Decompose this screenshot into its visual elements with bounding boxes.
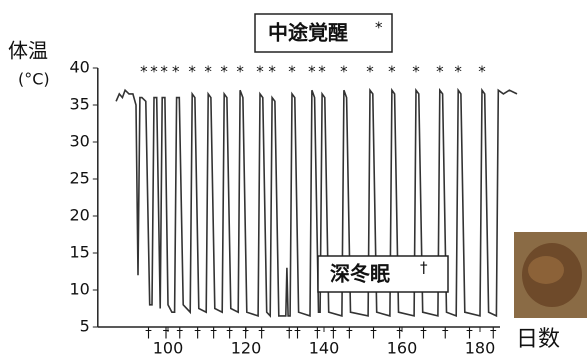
torpor-label-mark: † bbox=[420, 259, 428, 277]
y-tick-label: 30 bbox=[69, 132, 89, 151]
torpor-mark: † bbox=[194, 327, 201, 342]
y-tick-label: 5 bbox=[80, 317, 90, 336]
torpor-mark: † bbox=[145, 327, 152, 342]
arousal-mark: * bbox=[150, 63, 158, 81]
photo bbox=[514, 232, 587, 318]
arousal-mark: * bbox=[140, 63, 148, 81]
arousal-mark: * bbox=[288, 63, 296, 81]
arousal-mark: * bbox=[454, 63, 462, 81]
y-unit: (°C) bbox=[18, 70, 50, 89]
y-tick-label: 35 bbox=[69, 95, 89, 114]
y-tick-label: 25 bbox=[69, 169, 89, 188]
torpor-mark: † bbox=[466, 327, 473, 342]
y-tick-label: 40 bbox=[69, 58, 89, 77]
torpor-mark: † bbox=[442, 327, 449, 342]
y-label: 体温 bbox=[8, 39, 48, 63]
x-label: 日数 bbox=[516, 327, 560, 352]
torpor-mark: † bbox=[242, 327, 249, 342]
arousal-mark: * bbox=[188, 63, 196, 81]
torpor-mark: † bbox=[210, 327, 217, 342]
torpor-mark: † bbox=[176, 327, 183, 342]
y-tick-label: 10 bbox=[69, 280, 89, 299]
torpor-mark: † bbox=[346, 327, 353, 342]
y-tick-label: 20 bbox=[69, 206, 89, 225]
arousal-mark: * bbox=[236, 63, 244, 81]
arousal-mark: * bbox=[388, 63, 396, 81]
arousal-mark: * bbox=[220, 63, 228, 81]
torpor-mark: † bbox=[396, 327, 403, 342]
torpor-mark: † bbox=[490, 327, 497, 342]
title-mark: * bbox=[375, 19, 383, 37]
arousal-mark: * bbox=[318, 63, 326, 81]
arousal-mark: * bbox=[436, 63, 444, 81]
chart-title: 中途覚醒 bbox=[268, 21, 348, 45]
torpor-mark: † bbox=[226, 327, 233, 342]
torpor-label: 深冬眠 bbox=[330, 262, 390, 286]
arousal-mark: * bbox=[268, 63, 276, 81]
torpor-mark: † bbox=[330, 327, 337, 342]
arousal-mark: * bbox=[256, 63, 264, 81]
torpor-mark: † bbox=[163, 327, 170, 342]
torpor-mark: † bbox=[420, 327, 427, 342]
arousal-mark: * bbox=[340, 63, 348, 81]
arousal-mark: * bbox=[172, 63, 180, 81]
torpor-mark: † bbox=[294, 327, 301, 342]
arousal-mark: * bbox=[308, 63, 316, 81]
y-tick-label: 15 bbox=[69, 243, 89, 262]
chart: 中途覚醒 * 体温 (°C) 日数 5101520253035401001201… bbox=[0, 0, 587, 360]
arousal-mark: * bbox=[478, 63, 486, 81]
arousal-mark: * bbox=[160, 63, 168, 81]
arousal-mark: * bbox=[412, 63, 420, 81]
torpor-mark: † bbox=[370, 327, 377, 342]
arousal-mark: * bbox=[366, 63, 374, 81]
torpor-mark: † bbox=[286, 327, 293, 342]
arousal-mark: * bbox=[204, 63, 212, 81]
torpor-mark: † bbox=[314, 327, 321, 342]
temperature-line bbox=[116, 90, 517, 316]
torpor-mark: † bbox=[258, 327, 265, 342]
